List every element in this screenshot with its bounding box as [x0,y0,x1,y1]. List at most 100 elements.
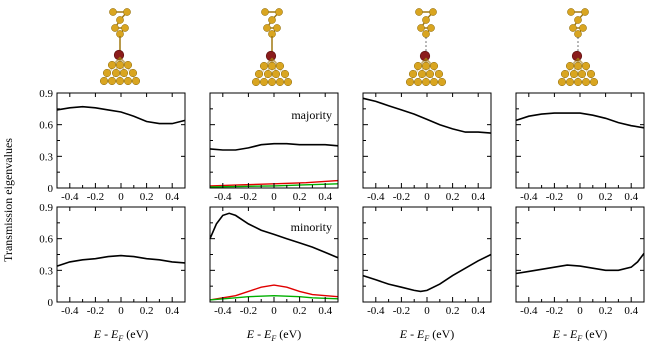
gold-atom [123,76,133,86]
structure-2 [251,8,293,87]
x-tick-label: -0.2 [546,305,563,317]
gold-atom [567,8,575,16]
x-tick-label: -0.4 [214,305,232,317]
x-axis-label: E - EF (eV) [93,327,149,343]
gold-atom [565,77,575,87]
gold-atom [275,8,283,16]
dotted-link [425,37,427,39]
gold-atom [579,24,587,32]
x-tick-label: -0.2 [240,191,257,203]
x-tick-label: -0.2 [393,305,410,317]
gold-atom [115,76,125,86]
gold-atom [421,61,431,71]
gold-atom [275,61,285,71]
gold-atom [259,77,269,87]
x-tick-label: 0.2 [140,191,154,203]
gold-atom [577,69,587,79]
gold-atom [589,77,599,87]
dotted-link [425,41,427,43]
x-tick-label: -0.2 [87,305,104,317]
x-tick-label: 0.4 [318,305,332,317]
plot-frame [362,92,492,189]
gold-atom [267,61,277,71]
panel-row1-col2: -0.4 -0.2 0 0.2 0.4 majority [209,92,339,203]
gold-atom [415,8,423,16]
x-tick-label: 0.2 [293,191,307,203]
x-tick-label: 0 [424,191,430,203]
gold-atom [263,24,271,32]
x-tick-label: 0.4 [624,191,638,203]
gold-atom [408,69,418,79]
gold-atom [413,77,423,87]
gold-atom [569,24,577,32]
gold-atom [574,16,582,24]
dotted-link [577,41,579,43]
gold-atom [99,76,109,86]
panel-row1-col1: -0.4 -0.2 0 0.2 0.4 0 0.3 0.6 0.9 [39,88,186,203]
series-line-2 [209,294,339,301]
panel-row2-col2: -0.4 -0.2 0 0.2 0.4 minority [209,206,339,317]
gold-atom [434,69,444,79]
gold-atom [119,68,129,78]
dotted-link [425,49,427,51]
molecular-structures [99,8,599,87]
x-tick-label: 0.2 [599,305,613,317]
x-tick-label: 0.4 [165,305,179,317]
series-line-0 [362,253,492,293]
gold-atom [429,61,439,71]
gold-atom [259,61,269,71]
gold-atom [437,77,447,87]
gold-atom [581,61,591,71]
y-tick-label: 0.3 [39,151,53,163]
dotted-link [577,45,579,47]
gold-atom [413,61,423,71]
panel-row2-col1: -0.4 -0.2 0 0.2 0.4 0 0.3 0.6 0.9 [39,202,186,317]
structure-4 [557,8,599,87]
gold-atom [254,69,264,79]
x-tick-label: 0 [271,305,277,317]
gold-atom [121,24,129,32]
series-line-0 [362,97,492,134]
gold-atom [123,8,131,16]
gold-atom [427,24,435,32]
x-tick-label: 0.2 [446,305,460,317]
gold-atom [283,77,293,87]
gold-atom [581,77,591,87]
x-tick-label: -0.4 [61,305,79,317]
x-tick-label: -0.2 [240,305,257,317]
x-axis-label: E - EF (eV) [399,327,455,343]
gold-atom [123,60,133,70]
gold-atom [586,69,596,79]
gold-atom [273,24,281,32]
y-tick-label: 0.6 [39,120,53,132]
gold-atom [128,68,138,78]
plot-frame [515,206,645,303]
x-tick-label: -0.2 [393,191,410,203]
gold-atom [107,76,117,86]
x-axis-label: E - EF (eV) [552,327,608,343]
series-line-0 [209,142,339,151]
x-tick-label: -0.4 [61,191,79,203]
series-line-0 [515,252,645,275]
x-tick-label: 0 [577,305,583,317]
x-tick-label: 0 [424,305,430,317]
x-tick-label: 0.4 [471,305,485,317]
panel-row1-col3: -0.4 -0.2 0 0.2 0.4 [362,92,492,203]
series-line-1 [209,284,339,301]
series-line-0 [56,254,186,267]
gold-atom [569,69,579,79]
gold-atom [417,69,427,79]
gold-atom [116,16,124,24]
x-tick-label: 0.4 [318,191,332,203]
x-axis-label: E - EF (eV) [246,327,302,343]
panel-annotation: minority [291,220,332,234]
plot-frame [515,92,645,189]
x-tick-label: -0.4 [214,191,232,203]
gold-atom [421,77,431,87]
gold-atom [422,16,430,24]
gold-atom [107,60,117,70]
dotted-link [577,49,579,51]
x-axis-labels: E - EF (eV) E - EF (eV) E - EF (eV) E - EF … [93,327,608,343]
x-tick-label: -0.2 [546,191,563,203]
plot-frame [362,206,492,303]
